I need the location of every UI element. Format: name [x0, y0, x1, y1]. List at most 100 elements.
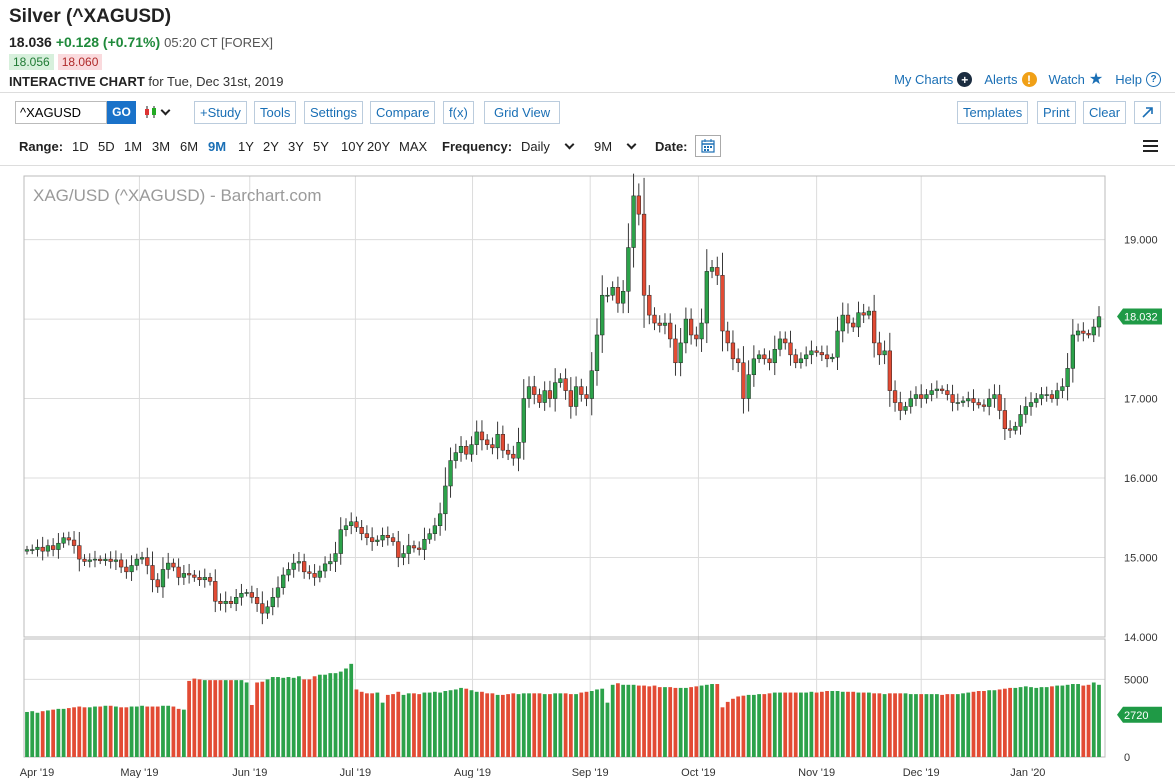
- my-charts-link[interactable]: My Charts +: [894, 72, 973, 87]
- candle-body: [338, 529, 343, 554]
- candle-body: [228, 600, 234, 604]
- range-10y[interactable]: 10Y: [341, 139, 365, 154]
- candle-body: [166, 562, 171, 570]
- volume-bar: [548, 694, 552, 757]
- help-icon: ?: [1146, 72, 1161, 87]
- price-chart[interactable]: XAG/USD (^XAGUSD) - Barchart.com 14.0001…: [0, 172, 1175, 778]
- range-1m[interactable]: 1M: [124, 139, 143, 154]
- study-button[interactable]: +Study: [194, 101, 247, 124]
- range-9m[interactable]: 9M: [208, 139, 227, 154]
- candle-body: [218, 600, 223, 604]
- candle-body: [730, 342, 736, 360]
- candle-body: [155, 579, 160, 588]
- range-max[interactable]: MAX: [399, 139, 428, 154]
- volume-bar: [668, 687, 673, 757]
- candle-body: [87, 559, 92, 562]
- volume-bar: [882, 694, 887, 757]
- candle-body: [385, 535, 390, 538]
- candle-body: [40, 546, 45, 552]
- range-5d[interactable]: 5D: [98, 139, 115, 154]
- settings-button[interactable]: Settings: [304, 101, 363, 124]
- candle-body: [453, 452, 458, 461]
- last-volume-tag-shape: [1117, 706, 1162, 723]
- bid-ask: 18.056 18.060: [9, 54, 103, 70]
- volume-bar: [924, 694, 929, 757]
- volume-bar: [861, 692, 866, 757]
- fx-button[interactable]: f(x): [443, 101, 474, 124]
- symbol-input[interactable]: [15, 101, 107, 124]
- volume-bar: [422, 692, 427, 757]
- volume-bar: [757, 694, 761, 757]
- candlestick-icon: [145, 106, 156, 118]
- menu-icon[interactable]: [1143, 140, 1158, 155]
- my-charts-label: My Charts: [894, 72, 954, 87]
- range-5y[interactable]: 5Y: [313, 139, 329, 154]
- bid-price: 18.056: [9, 54, 54, 70]
- expand-button[interactable]: [1134, 101, 1161, 124]
- candle-body: [202, 577, 207, 581]
- candle-body: [1055, 390, 1060, 399]
- volume-bar: [1044, 687, 1049, 757]
- volume-bar: [297, 676, 301, 757]
- period-dropdown[interactable]: 9M: [594, 139, 637, 154]
- volume-bar: [1013, 687, 1018, 757]
- volume-bar: [898, 693, 903, 757]
- candle-body: [265, 606, 270, 614]
- volume-bar: [443, 691, 448, 757]
- volume-bar: [741, 695, 746, 757]
- volume-bar: [1023, 686, 1028, 757]
- candle-body: [594, 334, 600, 371]
- candle-body: [929, 390, 934, 395]
- range-3m[interactable]: 3M: [152, 139, 171, 154]
- candle-body: [56, 542, 61, 550]
- frequency-dropdown[interactable]: Daily: [521, 139, 575, 154]
- volume-bar: [25, 711, 29, 757]
- help-link[interactable]: Help?: [1115, 72, 1161, 87]
- x-tick-label: Nov '19: [798, 767, 835, 778]
- volume-bar: [114, 706, 118, 757]
- candle-body: [668, 322, 673, 340]
- volume-bar: [762, 694, 767, 757]
- alerts-link[interactable]: Alerts!: [984, 72, 1037, 87]
- volume-bar: [521, 693, 526, 757]
- tools-button[interactable]: Tools: [254, 101, 297, 124]
- grid-view-button[interactable]: Grid View: [484, 101, 561, 124]
- candle-body: [343, 525, 349, 530]
- volume-bar: [490, 693, 495, 757]
- volume-bar: [40, 711, 45, 757]
- range-1y[interactable]: 1Y: [238, 139, 254, 154]
- candle-body: [762, 354, 767, 360]
- x-tick-label: Jan '20: [1010, 767, 1045, 778]
- range-6m[interactable]: 6M: [180, 139, 199, 154]
- range-20y[interactable]: 20Y: [367, 139, 391, 154]
- range-2y[interactable]: 2Y: [263, 139, 279, 154]
- candle-body: [589, 370, 594, 399]
- candle-body: [458, 445, 464, 453]
- candle-body: [312, 573, 317, 578]
- candle-body: [532, 386, 537, 395]
- clear-button[interactable]: Clear: [1083, 101, 1127, 124]
- print-button[interactable]: Print: [1037, 101, 1076, 124]
- candle-body: [814, 350, 819, 353]
- candle-body: [495, 434, 500, 449]
- volume-bar: [66, 708, 71, 757]
- candle-body: [699, 322, 704, 340]
- date-picker[interactable]: [695, 135, 721, 157]
- compare-button[interactable]: Compare: [370, 101, 436, 124]
- go-button[interactable]: GO: [107, 101, 136, 124]
- range-3y[interactable]: 3Y: [288, 139, 304, 154]
- volume-bar: [793, 692, 798, 757]
- chart-type-dropdown[interactable]: [143, 105, 171, 119]
- volume-bar: [349, 663, 354, 757]
- templates-button[interactable]: Templates: [957, 101, 1029, 124]
- last-volume-tag: 2720: [1117, 706, 1162, 723]
- range-1d[interactable]: 1D: [72, 139, 89, 154]
- watch-link[interactable]: Watch ★: [1049, 71, 1104, 87]
- candle-body: [626, 247, 631, 292]
- volume-bar: [1050, 686, 1054, 757]
- candle-body: [322, 563, 328, 572]
- candle-body: [1034, 398, 1039, 403]
- volume-bar: [710, 684, 714, 757]
- candle-body: [223, 600, 228, 604]
